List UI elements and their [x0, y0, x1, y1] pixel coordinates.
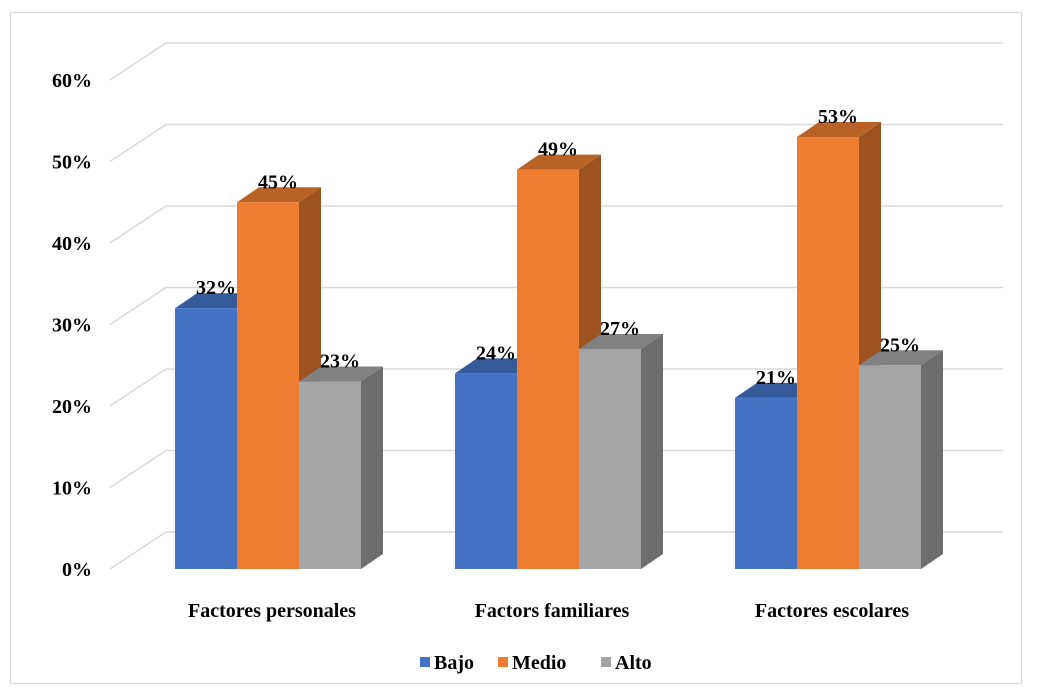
bar-top [579, 333, 663, 349]
bar-top [517, 154, 601, 170]
category-label: Factores escolares [755, 600, 909, 622]
data-label: 45% [258, 171, 298, 193]
bar [455, 373, 517, 569]
gridlines [109, 42, 1003, 570]
bar-top [859, 350, 943, 366]
data-label: 49% [538, 139, 578, 161]
legend-label: Alto [615, 652, 652, 674]
category-labels: Factores personales Factors familiares Fac… [188, 600, 909, 622]
data-labels: 32% 45% 23% 24% 49% 27% 21% 53% 25% [196, 106, 920, 389]
bar [579, 348, 641, 569]
y-tick-label: 30% [52, 315, 92, 337]
y-axis-tick-labels: 0% 10% 20% 30% 40% 50% 60% [52, 70, 92, 581]
bars [175, 122, 943, 570]
gridline [109, 449, 1003, 489]
bar-side [921, 350, 943, 569]
y-tick-label: 50% [52, 152, 92, 174]
y-tick-label: 60% [52, 70, 92, 92]
legend-label: Medio [512, 652, 566, 674]
bar-top [237, 187, 321, 203]
bar [299, 381, 361, 569]
data-label: 27% [600, 318, 640, 340]
y-tick-label: 40% [52, 233, 92, 255]
gridline [109, 205, 1003, 244]
gridline [109, 531, 1003, 570]
legend: Bajo Medio Alto [420, 652, 652, 674]
bar [237, 202, 299, 569]
data-label: 32% [196, 277, 236, 299]
category-label: Factors familiares [475, 600, 630, 622]
data-label: 23% [320, 351, 360, 373]
legend-swatch [601, 657, 611, 667]
bar [517, 169, 579, 569]
y-tick-label: 0% [62, 559, 92, 581]
bar-side [641, 333, 663, 569]
bar [735, 397, 797, 569]
data-label: 21% [756, 367, 796, 389]
legend-swatch [498, 657, 508, 667]
y-tick-label: 20% [52, 396, 92, 418]
gridline [109, 42, 1003, 81]
bar-top [299, 366, 383, 382]
data-label: 24% [476, 342, 516, 364]
legend-swatch [420, 657, 430, 667]
bar [859, 365, 921, 569]
data-label: 53% [818, 106, 858, 128]
data-label: 25% [880, 334, 920, 356]
gridline [109, 123, 1003, 163]
bar [797, 137, 859, 570]
category-label: Factores personales [188, 600, 356, 622]
bar-side [361, 366, 383, 569]
y-tick-label: 10% [52, 478, 92, 500]
legend-label: Bajo [434, 652, 474, 674]
gridline [109, 286, 1003, 326]
gridline [109, 368, 1003, 407]
bar [175, 308, 237, 569]
bar-top [797, 122, 881, 138]
